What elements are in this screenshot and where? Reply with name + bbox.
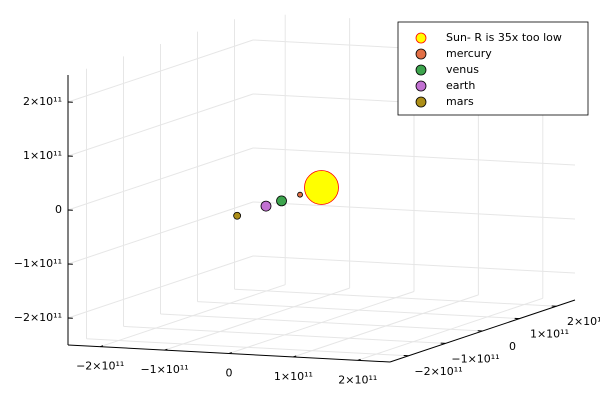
legend-swatch	[416, 97, 426, 107]
point	[277, 196, 287, 206]
legend-label: Sun- R is 35x too low	[446, 31, 562, 44]
z-tick-label: 0	[55, 203, 62, 216]
grid-line	[161, 314, 483, 331]
z-tick-label: 2×10¹¹	[23, 95, 62, 108]
legend: Sun- R is 35x too low mercury venus earth ma…	[398, 22, 588, 115]
x-tick-label: 2×10¹¹	[338, 373, 377, 386]
z-tick-label: 1×10¹¹	[23, 149, 62, 162]
legend-swatch	[416, 81, 426, 91]
point	[298, 192, 303, 197]
marks	[234, 171, 339, 220]
y-tick-label: 2×10¹¹	[567, 315, 600, 328]
legend-swatch	[416, 33, 426, 43]
grid-line	[198, 302, 520, 319]
y-tick-label: 0	[509, 340, 516, 353]
y-tick-label: 1×10¹¹	[530, 328, 569, 341]
grid-line	[87, 339, 409, 356]
legend-label: mercury	[446, 47, 492, 60]
legend-swatch	[416, 65, 426, 75]
legend-label: earth	[446, 79, 475, 92]
legend-swatch	[416, 49, 426, 59]
x-tick-label: −1×10¹¹	[140, 363, 188, 376]
x-tick-label: −2×10¹¹	[76, 360, 124, 373]
z-tick-label: −1×10¹¹	[14, 257, 62, 270]
grid-line	[235, 289, 557, 306]
grid-line	[124, 326, 446, 343]
z-tick-label: −2×10¹¹	[14, 311, 62, 324]
y-tick-label: −1×10¹¹	[451, 352, 499, 365]
y-tick-label: −2×10¹¹	[414, 365, 462, 378]
point	[305, 171, 339, 205]
x-tick-label: 1×10¹¹	[274, 370, 313, 383]
point	[234, 212, 241, 219]
legend-label: venus	[446, 63, 479, 76]
legend-label: mars	[446, 95, 474, 108]
point	[261, 201, 271, 211]
x-tick-label: 0	[226, 367, 233, 380]
